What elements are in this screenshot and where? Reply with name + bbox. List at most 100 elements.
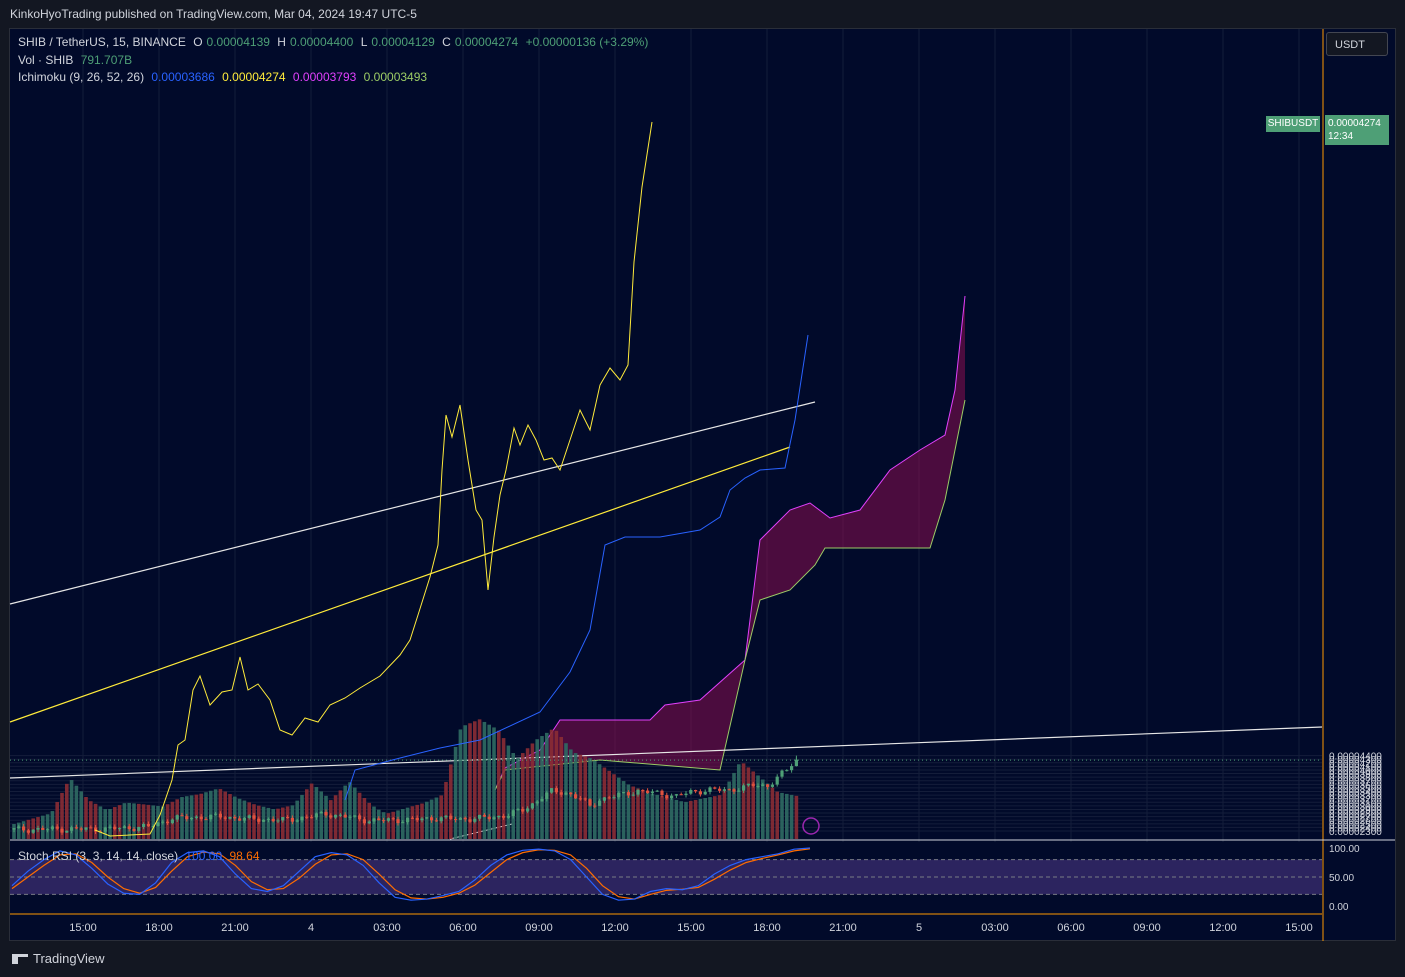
candle-body (487, 816, 491, 820)
volume-bar (530, 743, 535, 839)
volume-bar (708, 797, 712, 839)
symbol-legend: SHIB / TetherUS, 15, BINANCE O 0.00004139… (18, 35, 652, 49)
candle-body (742, 785, 746, 791)
volume-bar (103, 809, 107, 839)
last-price-value: 0.00004274 (1328, 118, 1381, 129)
candle-body (670, 795, 674, 799)
candle-body (180, 815, 184, 817)
volume-legend: Vol · SHIB 791.707B (18, 53, 136, 67)
bar-countdown: 12:34 (1328, 131, 1354, 142)
volume-bar (737, 764, 741, 839)
time-axis-label: 06:00 (1057, 922, 1085, 934)
time-axis-label: 21:00 (221, 922, 249, 934)
volume-bar (468, 723, 472, 839)
candle-body (703, 791, 707, 795)
candle-body (602, 797, 606, 801)
candle-body (319, 811, 323, 814)
currency-button-label: USDT (1335, 39, 1365, 51)
high-label: H (277, 35, 286, 49)
grid (10, 29, 1322, 913)
candle-body (718, 788, 722, 791)
time-axis-label: 15:00 (69, 922, 97, 934)
time-axis-label: 06:00 (449, 922, 477, 934)
price-axis-label: 0.00002900 (1329, 805, 1382, 816)
candle-body (190, 817, 194, 820)
volume-bar (717, 795, 722, 839)
time-axis-label: 03:00 (373, 922, 401, 934)
candle-body (362, 819, 366, 824)
volume-bar (660, 796, 664, 839)
trendline-white-lower (9, 726, 1323, 779)
candle-body (535, 801, 539, 804)
candle-body (766, 784, 770, 787)
volume-bar (117, 805, 122, 839)
candle-body (353, 815, 357, 817)
volume-bar (535, 739, 539, 839)
currency-button[interactable]: USDT (1326, 32, 1388, 56)
chikou-line (94, 121, 653, 837)
candle-body (646, 790, 650, 793)
volume-bar (631, 786, 635, 839)
candle-body (300, 816, 304, 821)
footer (0, 941, 1405, 977)
candle-body (598, 800, 602, 806)
candle-body (122, 826, 126, 829)
candle-body (36, 827, 40, 830)
price-axis-label: 0.00002700 (1329, 813, 1382, 824)
candle-body (50, 826, 54, 830)
volume-bar (775, 791, 779, 839)
candle-body (502, 815, 506, 818)
volume-bar (151, 805, 155, 839)
candle-body (406, 817, 410, 823)
candle-body (334, 814, 338, 818)
time-axis-label: 21:00 (829, 922, 857, 934)
candle-body (756, 785, 760, 787)
stoch-rsi-pane: 100.00 50.00 0.00 (10, 839, 1395, 913)
volume-bar (386, 813, 391, 839)
candle-body (262, 819, 266, 822)
candle-body (151, 825, 155, 827)
candle-body (497, 815, 501, 818)
candle-body (60, 828, 64, 833)
candle-body (70, 827, 74, 831)
volume-bar (785, 793, 789, 839)
volume-bar (17, 822, 21, 839)
candle-body (780, 770, 784, 777)
time-axis-label: 18:00 (145, 922, 173, 934)
price-axis-label: 0.00003900 (1329, 770, 1382, 781)
volume-bar (113, 807, 117, 839)
trendline-yellow (9, 446, 791, 723)
candle-body (94, 827, 98, 832)
candle-body (617, 792, 621, 798)
lightning-icon[interactable] (802, 817, 820, 835)
candle-body (545, 792, 549, 799)
volume-bar (74, 785, 79, 839)
candle-body (698, 791, 702, 795)
candle-body (79, 828, 83, 830)
volume-bar (607, 770, 611, 839)
ichimoku-chikou-value: 0.00004274 (222, 70, 286, 84)
tradingview-logo[interactable]: TradingView (12, 951, 105, 966)
candle-body (396, 819, 400, 824)
ichimoku-spana-value: 0.00003493 (363, 70, 428, 84)
volume-bar (501, 738, 506, 839)
volume-bar (765, 783, 770, 839)
tenkan-line (344, 334, 809, 801)
low-label: L (360, 35, 368, 49)
volume-bar (463, 725, 467, 839)
volume-bar (693, 799, 698, 839)
volume-value: 791.707B (80, 53, 133, 67)
senkou-span-b (494, 295, 966, 791)
volume-bar (746, 767, 751, 839)
candle-body (209, 814, 213, 820)
candle-body (84, 827, 88, 830)
candle-body (550, 788, 554, 793)
volume-bar (329, 800, 333, 839)
volume-bar (89, 801, 93, 839)
publisher-text: KinkoHyoTrading published on TradingView… (10, 7, 417, 21)
stoch-axis-label: 0.00 (1329, 902, 1349, 913)
volume-bar (204, 792, 208, 839)
price-axis-label: 0.00002400 (1329, 823, 1382, 834)
candle-body (761, 784, 765, 786)
